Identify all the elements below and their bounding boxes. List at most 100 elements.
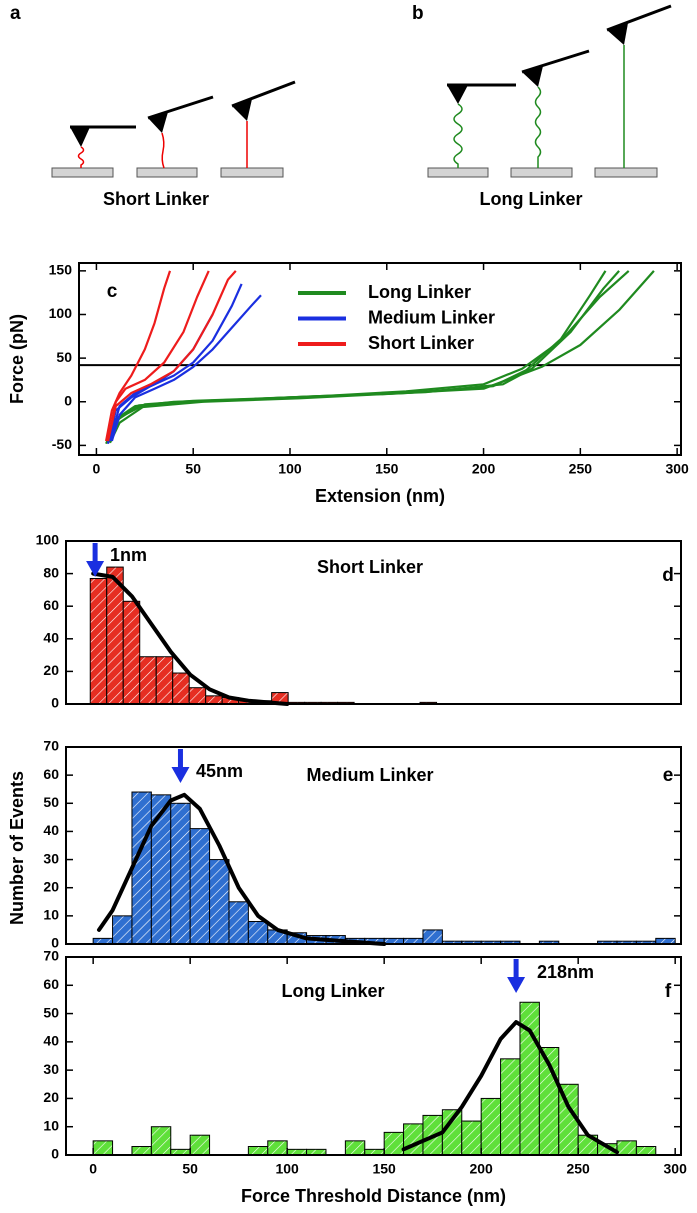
tip	[148, 112, 168, 133]
legend-label: Long Linker	[368, 282, 471, 302]
axes-frame	[78, 262, 682, 456]
bar	[403, 1123, 424, 1156]
x-tick-label: 250	[566, 1161, 590, 1177]
panel-label: b	[412, 3, 424, 24]
fit-curve	[97, 792, 387, 946]
tip	[607, 23, 628, 45]
bar	[150, 794, 172, 945]
x-tick-label: 150	[375, 461, 399, 477]
bar	[189, 828, 211, 945]
bar	[247, 920, 269, 945]
y-tick-label: 150	[49, 262, 73, 278]
y-tick-label: 20	[43, 878, 59, 894]
annotation-arrowhead	[86, 561, 105, 577]
panel-label: d	[662, 565, 674, 586]
y-tick-label: 100	[36, 532, 60, 548]
bar	[92, 1140, 114, 1156]
y-tick-label: 100	[49, 305, 73, 321]
cantilever	[521, 49, 590, 74]
tip	[232, 99, 252, 121]
tip	[522, 66, 543, 87]
y-tick-label: 70	[43, 738, 59, 754]
y-tick-label: 20	[43, 662, 59, 678]
x-tick-label: 100	[275, 1161, 299, 1177]
force-curve	[106, 283, 243, 444]
axes-frame	[65, 746, 682, 945]
bar	[461, 1120, 482, 1156]
x-tick-label: 50	[185, 461, 201, 477]
y-tick-label: 0	[51, 695, 59, 711]
panel-label: f	[665, 981, 672, 1002]
bar	[131, 791, 152, 945]
annotation-label: 1nm	[110, 545, 147, 565]
caption: Long Linker	[480, 189, 583, 209]
force-curve	[105, 270, 172, 442]
y-tick-label: 0	[51, 1146, 59, 1162]
bar	[131, 1146, 152, 1156]
panel-title: Medium Linker	[306, 765, 433, 785]
x-tick-label: 0	[89, 1161, 97, 1177]
bar	[112, 915, 133, 945]
substrate	[51, 167, 114, 178]
y-tick-label: 70	[43, 948, 59, 964]
y-tick-label: 30	[43, 1061, 59, 1077]
bar	[155, 656, 174, 705]
bar	[209, 859, 230, 945]
x-tick-label: 200	[472, 461, 496, 477]
bar	[500, 1058, 521, 1156]
y-tick-label: 10	[43, 1117, 59, 1133]
panel-title: Short Linker	[317, 557, 423, 577]
annotation-arrowhead	[507, 977, 526, 993]
bar	[188, 687, 207, 705]
x-tick-label: 250	[569, 461, 593, 477]
bar	[383, 1131, 405, 1156]
force-curve	[109, 270, 607, 444]
tip	[447, 85, 468, 104]
bar	[89, 577, 108, 705]
bar	[139, 656, 157, 705]
substrate	[136, 167, 198, 178]
y-tick-label: 50	[43, 794, 59, 810]
x-tick-label: 300	[664, 1161, 688, 1177]
y-tick-label: 0	[51, 935, 59, 951]
bar	[172, 672, 190, 705]
bar	[480, 1097, 502, 1156]
panel-label: e	[663, 765, 674, 786]
panel-b: b Long Linker	[412, 3, 672, 209]
bar	[228, 901, 249, 945]
annotation-arrowhead	[171, 767, 190, 783]
x-tick-label: 0	[93, 461, 101, 477]
y-tick-label: 40	[43, 630, 59, 646]
substrate	[594, 167, 658, 178]
force-curve	[110, 294, 262, 442]
cantilever	[231, 80, 296, 108]
y-axis-label: Force (pN)	[7, 314, 27, 404]
fit-curve	[401, 1020, 619, 1155]
bar	[267, 1140, 288, 1156]
cantilever	[606, 4, 672, 32]
x-tick-label: 100	[278, 461, 302, 477]
legend-label: Medium Linker	[368, 307, 495, 327]
y-axis-label: Number of Events	[7, 771, 27, 925]
bar	[422, 929, 443, 945]
x-tick-label: 150	[372, 1161, 396, 1177]
y-tick-label: 80	[43, 564, 59, 580]
bar	[150, 1126, 172, 1156]
bar	[122, 600, 141, 705]
bar	[189, 1134, 211, 1156]
y-tick-label: 10	[43, 907, 59, 923]
y-tick-label: 0	[64, 392, 72, 408]
bar	[170, 802, 191, 945]
bar	[635, 1146, 657, 1156]
y-tick-label: 50	[56, 349, 72, 365]
linker	[534, 86, 542, 168]
x-axis-label: Force Threshold Distance (nm)	[241, 1186, 506, 1206]
y-tick-label: -50	[52, 436, 72, 452]
force-curve	[106, 270, 237, 442]
panel-title: Long Linker	[282, 981, 385, 1001]
substrate	[510, 167, 573, 178]
x-axis-label: Extension (nm)	[315, 486, 445, 506]
linker	[453, 103, 463, 168]
y-tick-label: 60	[43, 597, 59, 613]
